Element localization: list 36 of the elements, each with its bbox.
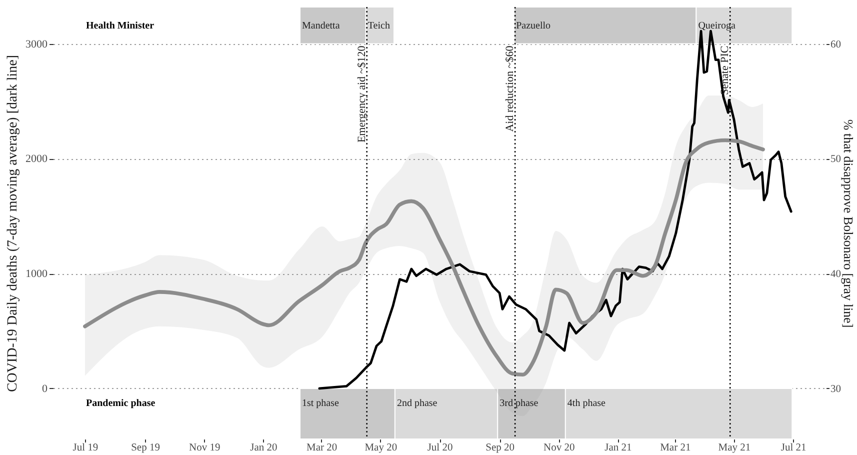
x-tick-label: Sep 19 (131, 442, 160, 454)
x-tick-label: Mar 20 (306, 442, 338, 454)
x-tick-label: Jul 20 (427, 442, 453, 454)
y2-axis-title: % that disapprove Bolsonaro [gray line] (841, 119, 856, 328)
band-label: 2nd phase (396, 398, 438, 410)
band-label: Pazuello (516, 20, 551, 32)
x-tick-label: Nov 20 (544, 442, 575, 454)
x-tick-label: Jan 20 (250, 442, 278, 454)
x-tick-label: Mar 21 (660, 442, 691, 454)
annotation: Health Minister (86, 20, 155, 32)
annotation: Pandemic phase (86, 398, 156, 410)
x-tick-label: Jul 19 (72, 442, 98, 454)
ref-line-label: Senate PIC (719, 46, 732, 95)
y2-tick-label: 30 (830, 384, 841, 395)
ref-line-label: Aid reduction ~$60 (504, 45, 516, 132)
y-tick-label: 2000 (26, 153, 48, 166)
y2-tick-label: 60 (830, 39, 841, 50)
x-tick-label: May 21 (718, 442, 751, 454)
y2-tick-label: 50 (830, 154, 841, 166)
band-label: Queiroga (698, 20, 736, 32)
y-tick-label: 3000 (26, 38, 48, 50)
x-tick-label: Sep 20 (486, 442, 514, 454)
y-axis-title: COVID-19 Daily deaths (7-day moving average) [dark line] (6, 54, 20, 392)
ref-line-label: Emergency aid ~$120 (356, 45, 368, 143)
x-tick-label: Jul 21 (780, 442, 806, 454)
band-label: 1st phase (302, 398, 340, 410)
band-label: 3rd phase (500, 398, 539, 410)
y-tick-label: 1000 (26, 268, 48, 280)
x-tick-label: Nov 19 (189, 442, 220, 454)
x-tick-label: May 20 (364, 442, 398, 454)
y2-tick-label: 40 (830, 269, 841, 280)
y-tick-label: 0 (42, 382, 48, 395)
x-tick-label: Jan 21 (604, 442, 632, 454)
band-label: Mandetta (302, 20, 340, 32)
band-label: Teich (368, 20, 390, 32)
band-label: 4th phase (567, 398, 606, 410)
